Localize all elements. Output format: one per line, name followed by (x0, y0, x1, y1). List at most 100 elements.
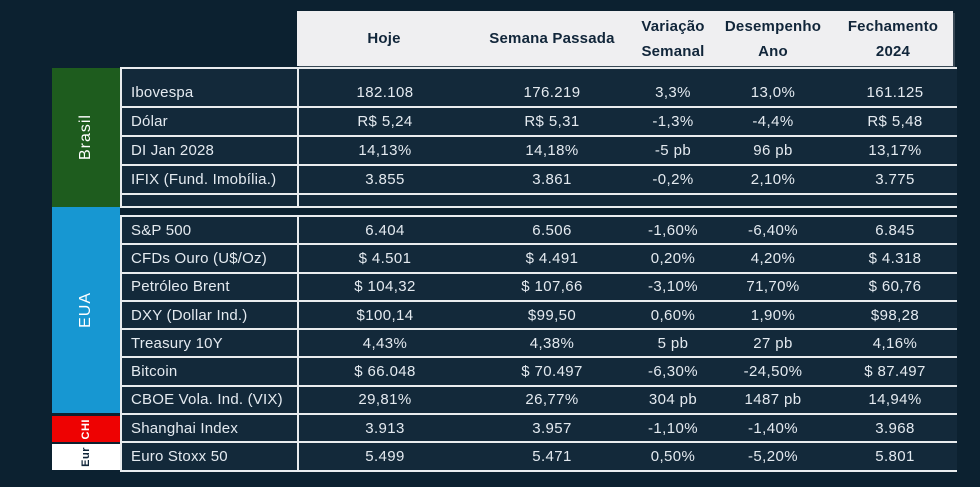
table-row: CFDs Ouro (U$/Oz) $ 4.501 $ 4.491 0,20% 4,20… (122, 245, 957, 274)
cell-value: -1,40% (748, 419, 798, 437)
cell-value: 1487 pb (744, 391, 802, 409)
cell-value: $98,28 (870, 306, 920, 324)
cell-value: -1,10% (648, 419, 698, 437)
region-bar-eua: EUA (52, 207, 120, 413)
row-label: Ibovespa (122, 69, 299, 106)
table-row: DI Jan 2028 14,13% 14,18% -5 pb 96 pb 13,17% (122, 137, 957, 166)
cell-value: R$ 5,48 (867, 113, 923, 130)
cell-value: 5.471 (532, 448, 572, 466)
cell-value: 1,90% (750, 306, 796, 324)
row-label: S&P 500 (122, 217, 299, 244)
cell-value: 6.404 (365, 221, 405, 239)
cell-value: $ 60,76 (868, 278, 922, 296)
table-block-world: S&P 500 6.404 6.506 -1,60% -6,40% 6.845 CFDs O… (120, 215, 957, 472)
cell-value: -0,2% (652, 171, 694, 188)
cell-value: $ 4.318 (868, 249, 922, 267)
cell-value: 5.801 (875, 448, 915, 466)
spacer-cell (122, 195, 299, 206)
cell-value: $ 70.497 (521, 363, 583, 381)
table-row: Dólar R$ 5,24 R$ 5,31 -1,3% -4,4% R$ 5,48 (122, 108, 957, 137)
table-row: S&P 500 6.404 6.506 -1,60% -6,40% 6.845 (122, 217, 957, 246)
cell-value: $ 104,32 (354, 278, 416, 296)
row-label: Petróleo Brent (122, 273, 299, 300)
table-row: DXY (Dollar Ind.) $100,14 $99,50 0,60% 1,90%… (122, 301, 957, 331)
cell-value: -3,10% (648, 278, 698, 296)
header-semana-passada-label: Semana Passada (489, 30, 615, 47)
cell-value: -4,4% (752, 113, 794, 130)
cell-value: $ 4.491 (525, 249, 579, 267)
cell-value: -6,30% (648, 363, 698, 381)
cell-value: 176.219 (523, 83, 581, 101)
region-bar-brasil: Brasil (52, 68, 120, 207)
cell-value: -1,3% (652, 113, 694, 130)
cell-value: 26,77% (525, 391, 579, 409)
header-fechamento-2024: Fechamento 2024 (847, 17, 939, 60)
row-label: Treasury 10Y (122, 330, 299, 357)
cell-value: 304 pb (648, 391, 698, 409)
cell-value: 3.913 (365, 419, 405, 437)
region-bar-chi: CHI (52, 415, 120, 442)
cell-value: R$ 5,31 (524, 113, 580, 130)
cell-value: 71,70% (746, 278, 800, 296)
cell-value: $ 66.048 (354, 363, 416, 381)
header-hoje-label: Hoje (367, 30, 401, 47)
table-row: Treasury 10Y 4,43% 4,38% 5 pb 27 pb 4,16% (122, 330, 957, 359)
table-row: Ibovespa 182.108 176.219 3,3% 13,0% 161.125 (122, 69, 957, 108)
table-block-brasil: Ibovespa 182.108 176.219 3,3% 13,0% 161.125 Dó… (120, 67, 957, 208)
cell-value: 182.108 (356, 83, 414, 101)
row-label: Shanghai Index (122, 415, 299, 442)
region-label-eur: Eur (79, 446, 92, 467)
cell-value: 0,20% (650, 249, 696, 267)
table-header: Hoje Semana Passada Variação Semanal Des… (297, 11, 953, 66)
cell-value: -1,60% (648, 221, 698, 239)
cell-value: 3.968 (875, 419, 915, 437)
table-row: Shanghai Index 3.913 3.957 -1,10% -1,40% 3.96… (122, 415, 957, 444)
region-label-eua: EUA (77, 292, 94, 328)
cell-value: 14,94% (868, 391, 922, 409)
cell-value: 4,43% (362, 334, 408, 352)
cell-value: 3.855 (365, 171, 405, 188)
cell-value: 29,81% (358, 391, 412, 409)
cell-value: 2,10% (750, 171, 796, 188)
cell-value: $99,50 (527, 306, 577, 324)
cell-value: -5,20% (748, 448, 798, 466)
cell-value: 161.125 (866, 83, 924, 101)
table-row: Bitcoin $ 66.048 $ 70.497 -6,30% -24,50% $ 87… (122, 358, 957, 387)
cell-value: -24,50% (743, 363, 803, 381)
cell-value: 27 pb (753, 334, 793, 352)
row-label: DXY (Dollar Ind.) (122, 301, 299, 329)
cell-value: R$ 5,24 (357, 113, 413, 130)
row-label: CBOE Vola. Ind. (VIX) (122, 386, 299, 414)
row-label: Dólar (122, 108, 299, 135)
cell-value: 96 pb (753, 142, 793, 159)
table-row: CBOE Vola. Ind. (VIX) 29,81% 26,77% 304 pb 1… (122, 386, 957, 416)
row-label: Euro Stoxx 50 (122, 443, 299, 470)
row-label: IFIX (Fund. Imobília.) (122, 166, 299, 193)
cell-value: 3.775 (875, 171, 915, 188)
cell-value: 6.845 (875, 221, 915, 239)
cell-value: 14,18% (525, 142, 579, 159)
region-label-chi: CHI (79, 418, 92, 439)
cell-value: 5.499 (365, 448, 405, 466)
cell-value: 13,0% (750, 83, 796, 101)
header-semana-passada: Semana Passada (471, 11, 633, 66)
cell-value: 3,3% (655, 83, 691, 101)
header-desempenho-ano: Desempenho Ano (724, 17, 822, 60)
cell-value: 0,60% (650, 306, 696, 324)
cell-value: $ 87.497 (864, 363, 926, 381)
cell-value: 5 pb (657, 334, 689, 352)
row-label: Bitcoin (122, 358, 299, 385)
cell-value: 6.506 (532, 221, 572, 239)
cell-value: 3.861 (532, 171, 572, 188)
cell-value: $ 4.501 (358, 249, 412, 267)
cell-value: $ 107,66 (521, 278, 583, 296)
table-row: Euro Stoxx 50 5.499 5.471 0,50% -5,20% 5.801 (122, 443, 957, 472)
cell-value: $100,14 (356, 306, 414, 324)
region-bar-eur: Eur (52, 443, 120, 470)
cell-value: 3.957 (532, 419, 572, 437)
cell-value: 4,20% (750, 249, 796, 267)
row-label: DI Jan 2028 (122, 137, 299, 164)
cell-value: 4,38% (529, 334, 575, 352)
cell-value: 4,16% (872, 334, 918, 352)
